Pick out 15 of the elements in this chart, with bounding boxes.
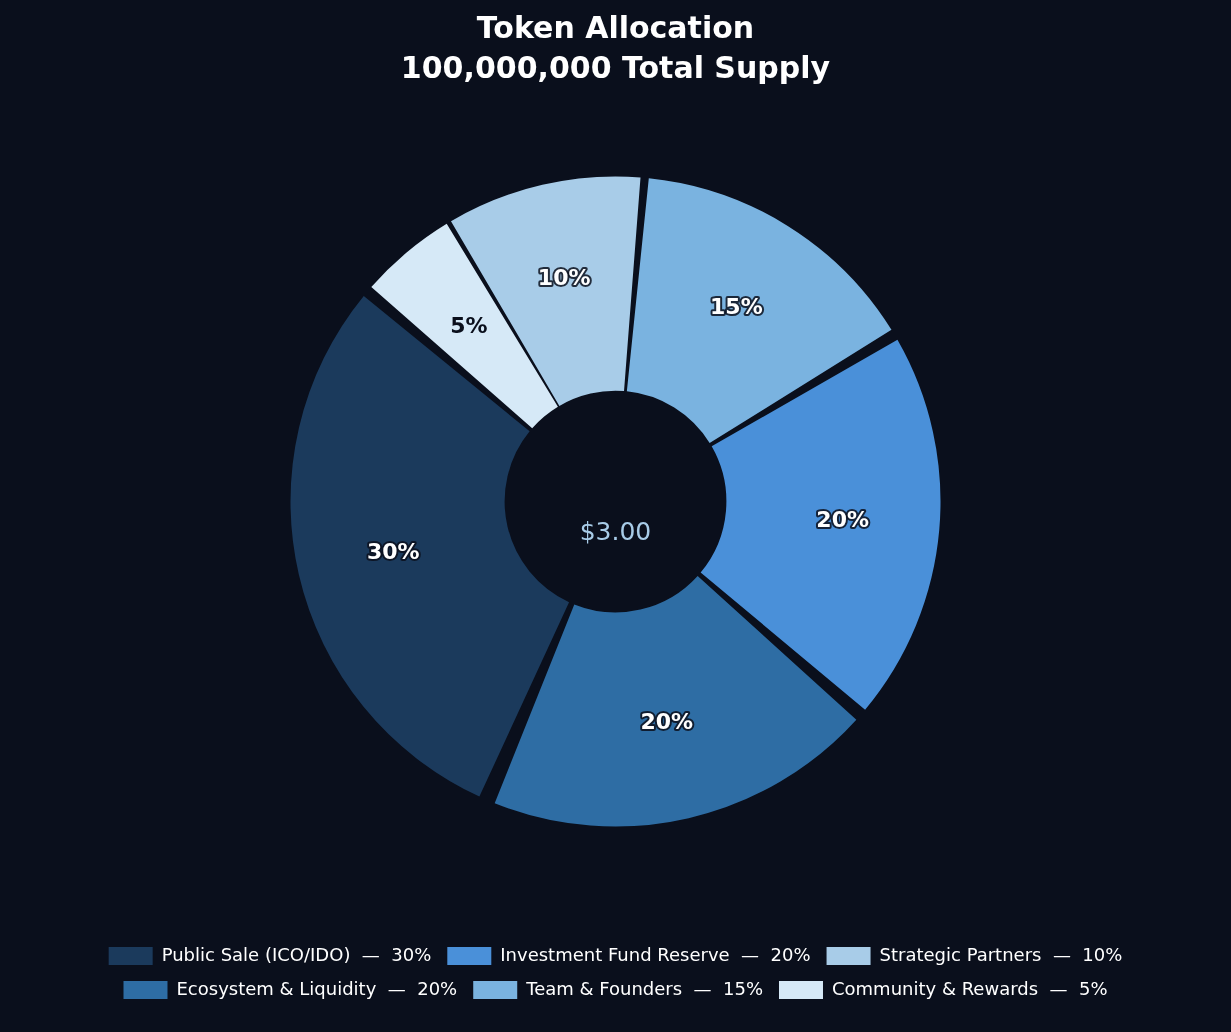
legend-label: Ecosystem & Liquidity — 20% (176, 977, 458, 999)
data-label: 20% (816, 507, 870, 533)
legend-label: Team & Founders — 15% (525, 977, 764, 999)
data-label: 5% (450, 312, 488, 338)
legend-label: Public Sale (ICO/IDO) — 30% (161, 943, 432, 965)
chart-title: Token Allocation (475, 10, 756, 45)
data-label: 30% (366, 538, 420, 564)
data-label: 10% (537, 265, 591, 290)
legend-label: Investment Fund Reserve — 20% (500, 943, 811, 965)
legend-label: Community & Rewards — 5% (831, 977, 1108, 999)
data-label: 15% (710, 293, 763, 319)
text: $3.00 (579, 517, 652, 546)
data-label: 20% (640, 709, 694, 735)
chart-subtitle: 100,000,000 Total Supply (399, 50, 832, 85)
legend-label: Strategic Partners — 10% (879, 943, 1123, 965)
